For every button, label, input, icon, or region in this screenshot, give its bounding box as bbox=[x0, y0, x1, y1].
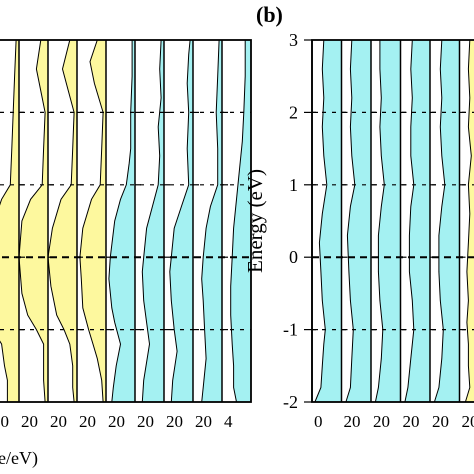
panel-b-column-6-dos-curve bbox=[464, 39, 472, 403]
panel-b-y-tick-label: -2 bbox=[283, 392, 298, 412]
panel-b-x-tick-label: 20 bbox=[344, 412, 361, 431]
panel-a-column-1-dos-curve bbox=[0, 39, 17, 402]
panel-a-x-tick-label: 20 bbox=[79, 412, 96, 431]
panel-a-x-tick-label: 20 bbox=[50, 412, 67, 431]
panel-a-column-6-dos-curve bbox=[141, 39, 162, 403]
panel-b-x-tick-label: 20 bbox=[373, 412, 390, 431]
panel-a-x-tick-label: 20 bbox=[21, 412, 38, 431]
panel-a-x-axis-label: e/eV) bbox=[0, 448, 38, 469]
panel-a-column-2-dos-curve bbox=[18, 39, 46, 403]
panel-a-x-tick-label: 4 bbox=[224, 412, 233, 431]
panel-a-column-9-dos-curve bbox=[230, 40, 246, 403]
panel-a-column-7-dos-curve bbox=[169, 39, 191, 403]
panel-b-y-tick-label: 1 bbox=[289, 175, 298, 195]
panel-b-y-tick-label: 0 bbox=[289, 247, 298, 267]
panel-b-y-axis-title: Energy (eV) bbox=[243, 169, 267, 273]
panel-a-x-tick-label: 20 bbox=[195, 412, 212, 431]
panel-a-x-tick-label: 20 bbox=[108, 412, 125, 431]
panel-b-column-3-dos-curve bbox=[374, 40, 385, 403]
panel-b-x-tick-label: 0 bbox=[314, 412, 323, 431]
panel-a-x-tick-label: 20 bbox=[137, 412, 154, 431]
panel-a-column-3-dos-area bbox=[48, 40, 75, 402]
panel-a-column-4-dos-curve bbox=[79, 39, 104, 403]
panel-b-y-tick-label: 2 bbox=[289, 102, 298, 122]
panel-b-frame bbox=[311, 39, 474, 403]
panel-b-y-tick-label: -1 bbox=[283, 320, 298, 340]
panel-a: 20 20 20 20 20 20 20 20 4 e/eV) bbox=[0, 39, 252, 469]
panel-a-column-5-dos-curve bbox=[108, 40, 133, 403]
panel-a-column-2-dos-area bbox=[19, 40, 46, 402]
panel-b-column-1-dos-curve bbox=[314, 39, 328, 403]
panel-a-x-tick-label: 20 bbox=[166, 412, 183, 431]
panel-b-x-tick-label: 20 bbox=[462, 412, 474, 431]
panel-b-x-tick-label: 20 bbox=[432, 412, 449, 431]
panel-b: 0 20 20 20 20 20 -2 -1 0 1 2 3 Energy (eV) bbox=[243, 30, 474, 431]
panel-a-column-8-dos-curve bbox=[201, 39, 220, 403]
panel-a-frame bbox=[0, 39, 252, 403]
panel-a-column-7-dos-area bbox=[164, 40, 191, 402]
panel-b-column-4-dos-curve bbox=[404, 39, 415, 403]
panel-a-column-5-dos-area bbox=[106, 40, 133, 402]
panel-b-y-tick-label: 3 bbox=[289, 30, 298, 50]
panel-a-column-8-dos-area bbox=[193, 40, 220, 402]
panel-a-x-tick-label: 20 bbox=[0, 412, 9, 431]
panel-b-column-2-dos-curve bbox=[345, 39, 356, 403]
panel-b-x-tick-label: 20 bbox=[403, 412, 420, 431]
panel-a-column-3-dos-curve bbox=[47, 39, 75, 403]
panel-b-column-5-dos-curve bbox=[433, 39, 446, 403]
panel-label-b: (b) bbox=[256, 2, 283, 27]
panel-a-column-9-dos-area bbox=[222, 40, 246, 402]
